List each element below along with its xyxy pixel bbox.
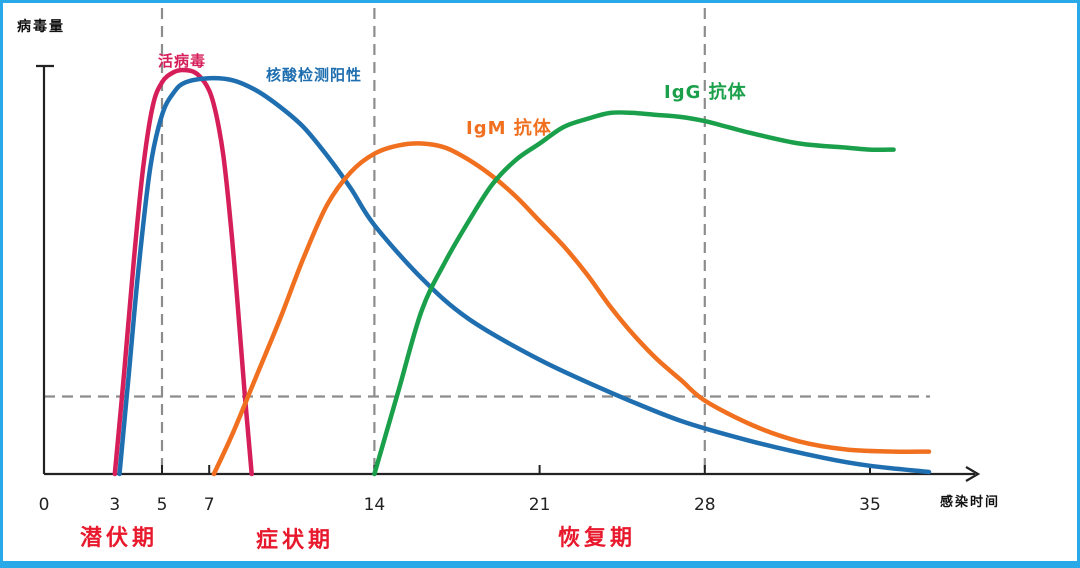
plot-background <box>3 3 1077 561</box>
x-tick-label: 28 <box>694 495 716 515</box>
x-tick-label: 35 <box>859 495 881 515</box>
y-axis-label: 病毒量 <box>17 18 65 35</box>
series-line-igg <box>372 110 896 477</box>
phase-label-incubation: 潜伏期 <box>80 525 158 551</box>
x-axis-arrow-icon <box>965 466 981 482</box>
series-lines <box>112 67 932 477</box>
x-tick-label: 0 <box>39 495 50 515</box>
series-line-igm <box>211 141 932 477</box>
x-tick-label: 7 <box>204 495 215 515</box>
series-label-igg: IgG 抗体 <box>664 81 747 103</box>
series-line-live-virus <box>112 67 254 477</box>
x-tick-label: 21 <box>529 495 551 515</box>
axes: 病毒量 感染时间 <box>17 18 1000 510</box>
phase-label-symptomatic: 症状期 <box>256 527 334 553</box>
series-label-live-virus: 活病毒 <box>158 52 206 70</box>
series-label-igm: IgM 抗体 <box>466 117 552 139</box>
x-tick-label: 5 <box>157 495 168 515</box>
phase-label-recovery: 恢复期 <box>558 525 636 551</box>
phase-labels: 潜伏期 症状期 恢复期 <box>80 525 636 553</box>
x-axis-label: 感染时间 <box>940 494 1000 510</box>
series-line-nucleic-acid <box>117 75 932 477</box>
x-tick-label: 14 <box>364 495 386 515</box>
x-tick-label: 3 <box>109 495 120 515</box>
series-label-nucleic-acid: 核酸检测阳性 <box>266 66 362 84</box>
